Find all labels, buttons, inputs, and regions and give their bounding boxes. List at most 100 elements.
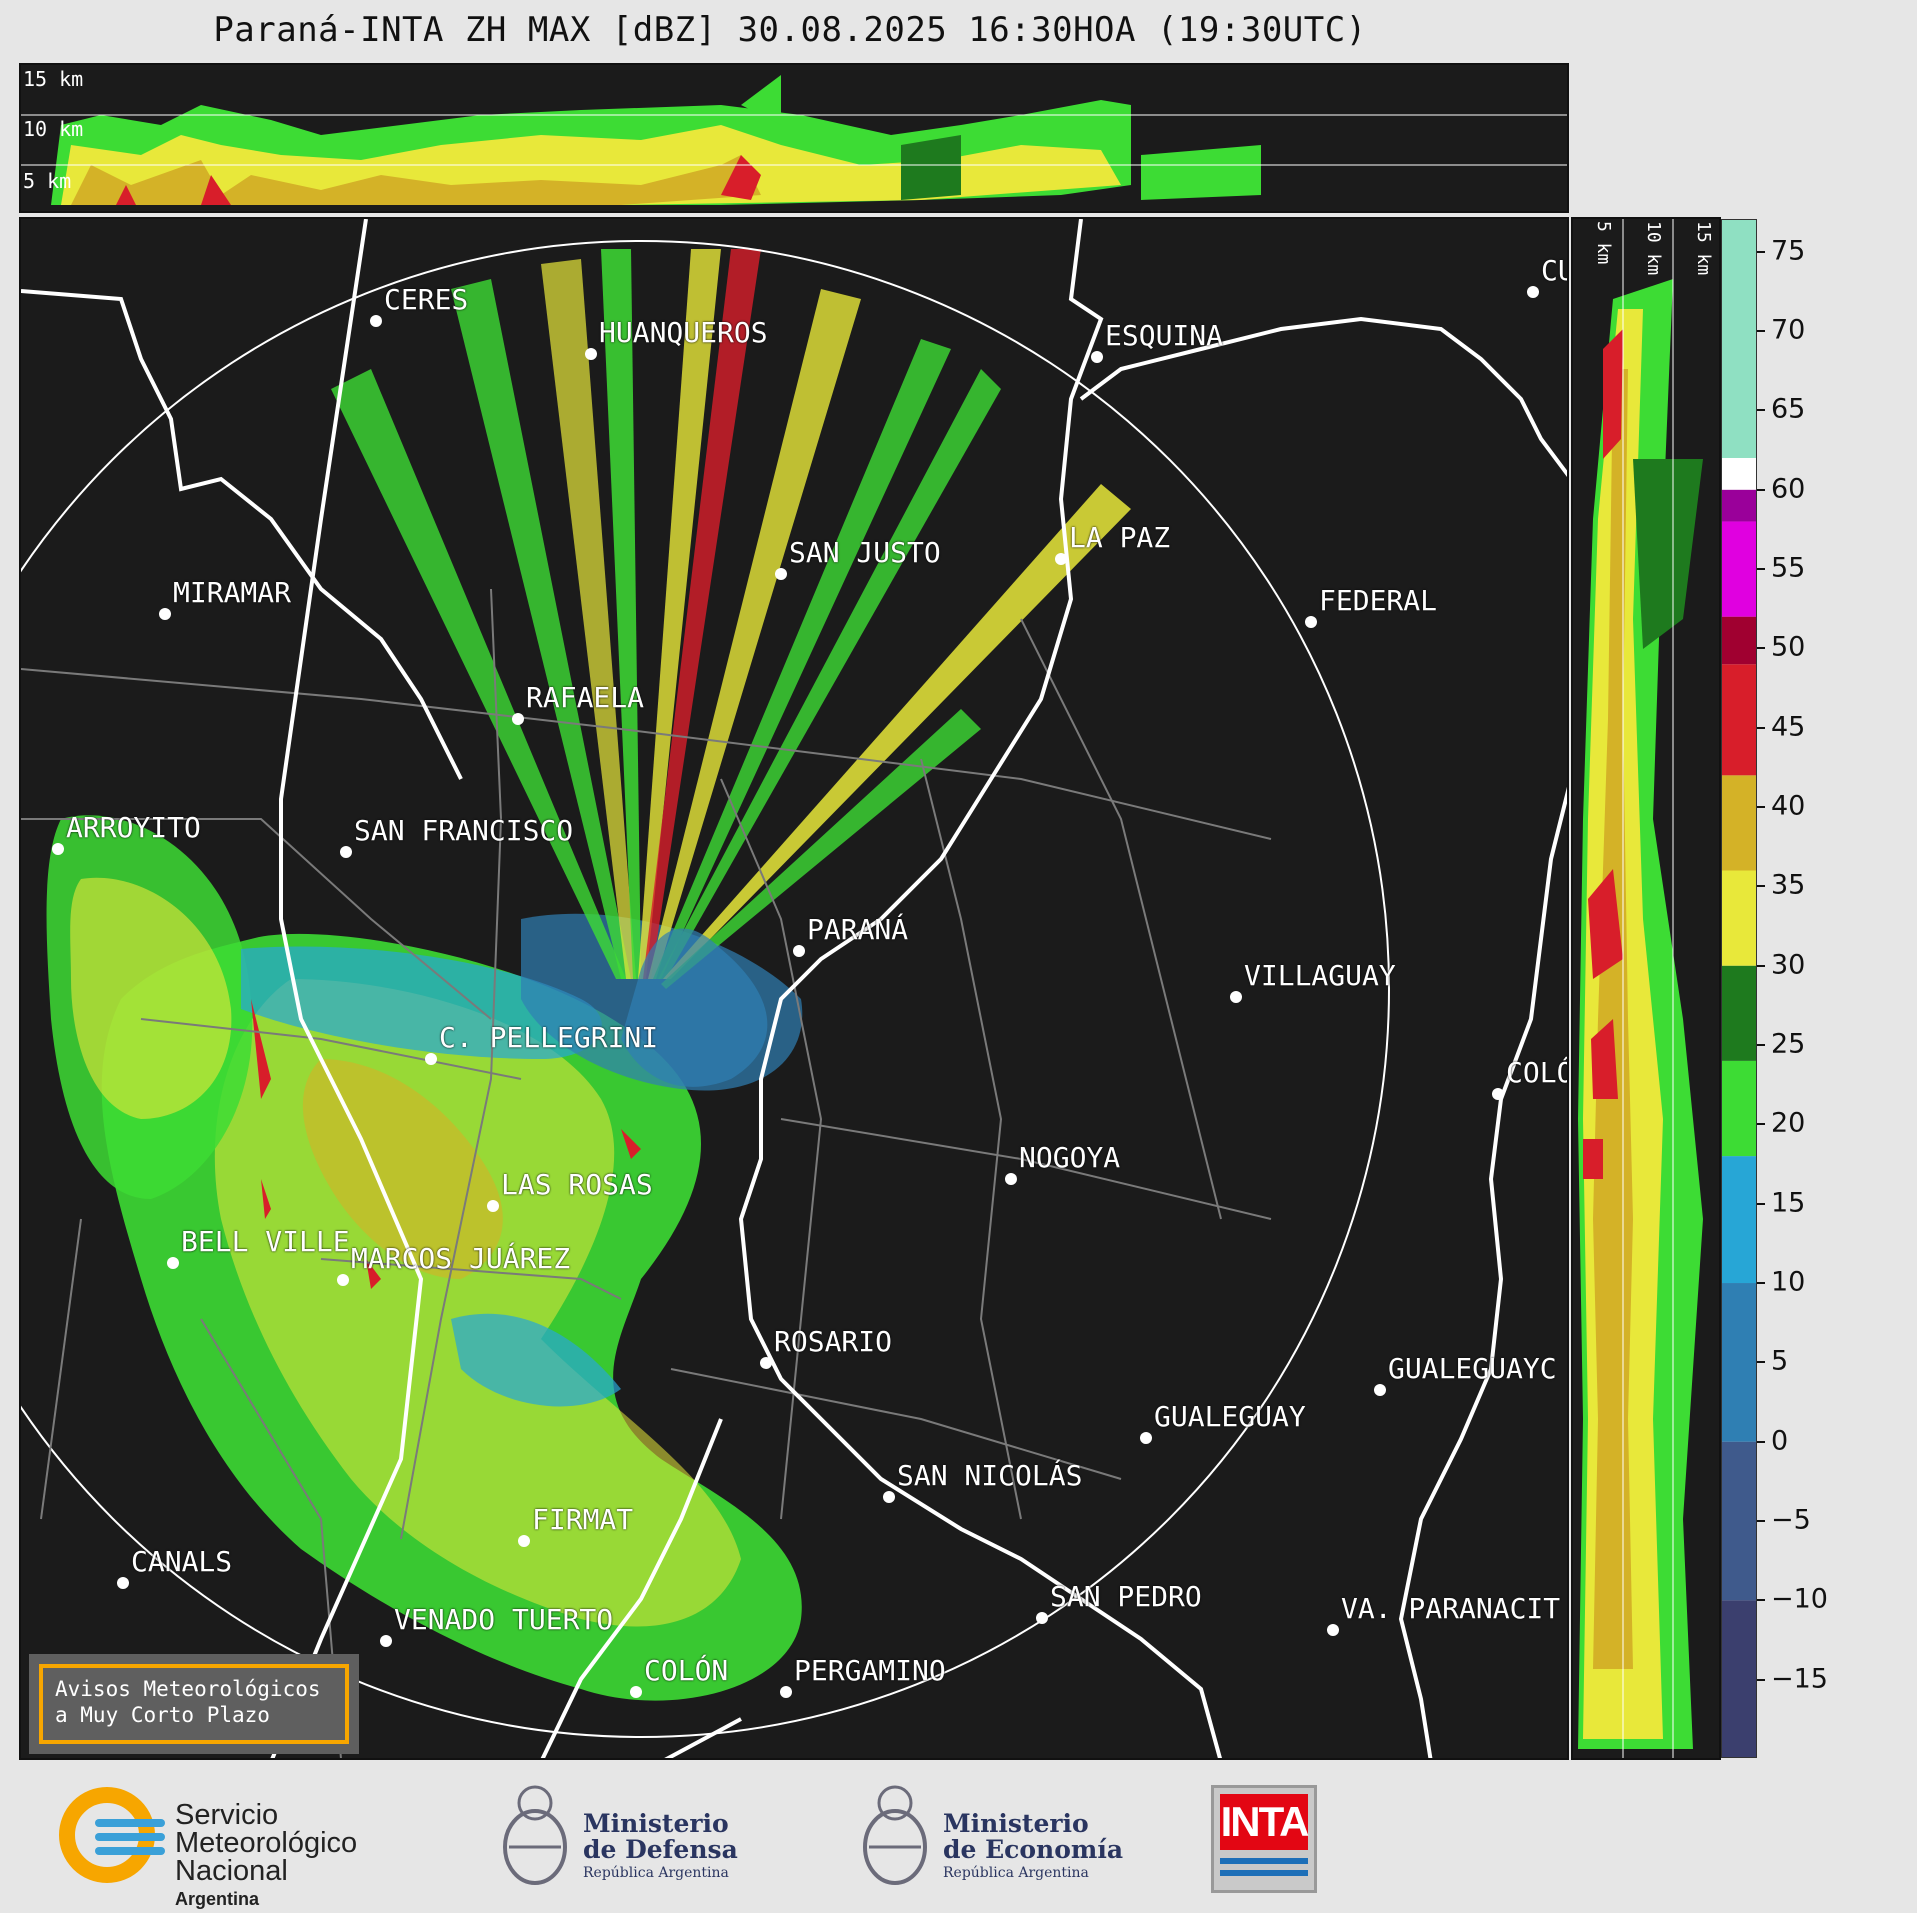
colorbar-band — [1722, 616, 1756, 665]
warning-line-1: Avisos Meteorológicos — [55, 1677, 321, 1701]
city-label: C. PELLEGRINI — [439, 1021, 659, 1054]
inta-stripe — [1220, 1858, 1308, 1864]
city-dot-icon — [512, 713, 524, 725]
city-label: SAN NICOLÁS — [897, 1459, 1083, 1492]
side-height-label-15km: 15 km — [1693, 221, 1714, 276]
inta-label: INTA — [1220, 1794, 1309, 1850]
city-label: COLÓ — [1506, 1056, 1569, 1089]
city-dot-icon — [1327, 1624, 1339, 1636]
colorbar-tick-label: 20 — [1771, 1107, 1806, 1139]
precipitation-echoes — [46, 249, 1131, 1701]
colorbar-tick-label: 35 — [1771, 869, 1806, 901]
city-dot-icon — [883, 1491, 895, 1503]
economia-logo: Ministerio de Economía República Argenti… — [855, 1775, 1135, 1895]
city-label: VILLAGUAY — [1244, 959, 1396, 992]
city-label: GUALEGUAY — [1154, 1400, 1306, 1433]
city-dot-icon — [340, 846, 352, 858]
logos-strip: Servicio Meteorológico Nacional Argentin… — [0, 1765, 1917, 1909]
radar-map-graphics — [21, 219, 1567, 1758]
city-label: FIRMAT — [532, 1503, 634, 1536]
colorbar-tick-label: 15 — [1771, 1187, 1806, 1219]
warning-box[interactable]: Avisos Meteorológicos a Muy Corto Plazo — [29, 1654, 359, 1754]
colorbar-band — [1722, 489, 1756, 522]
top-cross-section-panel: 15 km 10 km 5 km — [19, 63, 1569, 213]
colorbar-tick-label: 5 — [1771, 1345, 1789, 1377]
city-label: SAN FRANCISCO — [354, 814, 574, 847]
city-label: CERES — [384, 283, 469, 316]
city-dot-icon — [780, 1686, 792, 1698]
city-label: LAS ROSAS — [501, 1168, 653, 1201]
colorbar-band — [1722, 1441, 1756, 1601]
city-dot-icon — [167, 1257, 179, 1269]
city-dot-icon — [1374, 1384, 1386, 1396]
colorbar-band — [1722, 1060, 1756, 1157]
radar-map-panel: CERES HUANQUEROS ESQUINA CU LA PAZ SAN JUSTO M… — [19, 217, 1569, 1760]
colorbar-ticks: 75 70 65 60 55 50 45 40 35 30 25 20 15 10 5 0 −5 −10 −15 — [1757, 219, 1907, 1758]
city-label: CU — [1541, 254, 1567, 287]
city-label: SAN JUSTO — [789, 536, 941, 569]
city-dot-icon — [1305, 616, 1317, 628]
city-dot-icon — [1492, 1088, 1504, 1100]
city-label: PARANÁ — [807, 913, 909, 946]
colorbar-tick-label: 55 — [1771, 552, 1806, 584]
city-dot-icon — [1036, 1612, 1048, 1624]
city-dot-icon — [775, 568, 787, 580]
height-label-5km: 5 km — [23, 169, 72, 193]
chart-title: Paraná-INTA ZH MAX [dBZ] 30.08.2025 16:3… — [213, 10, 1367, 50]
colorbar-tick-label: 40 — [1771, 790, 1806, 822]
city-dot-icon — [159, 608, 171, 620]
colorbar-tick-label: 0 — [1771, 1425, 1789, 1457]
city-label: SAN PEDRO — [1050, 1580, 1202, 1613]
city-label: BELL VILLE — [181, 1225, 350, 1258]
city-dot-icon — [1091, 351, 1103, 363]
colorbar-tick-label: −15 — [1771, 1663, 1828, 1695]
smn-line-4: Argentina — [175, 1889, 260, 1909]
defensa-logo: Ministerio de Defensa República Argentin… — [495, 1775, 755, 1895]
city-dot-icon — [1005, 1173, 1017, 1185]
range-ring — [21, 240, 1390, 1738]
smn-line-2: Meteorológico — [175, 1827, 358, 1859]
city-label: VA. PARANACIT — [1341, 1592, 1561, 1625]
city-label: MIRAMAR — [173, 576, 292, 609]
city-dot-icon — [585, 348, 597, 360]
city-dot-icon — [1140, 1432, 1152, 1444]
city-label: ARROYITO — [66, 811, 201, 844]
economia-line-3: República Argentina — [943, 1865, 1089, 1881]
city-label: MARCOS JUÁREZ — [351, 1242, 571, 1275]
colorbar-tick-label: −5 — [1771, 1504, 1811, 1536]
city-dot-icon — [52, 843, 64, 855]
city-label: ESQUINA — [1105, 319, 1224, 352]
defensa-line-3: República Argentina — [583, 1865, 729, 1881]
city-label: ROSARIO — [774, 1325, 893, 1358]
department-boundaries — [21, 588, 1272, 1758]
defensa-line-1: Ministerio — [583, 1809, 729, 1838]
colorbar-band — [1722, 1283, 1756, 1442]
colorbar-tick-label: 10 — [1771, 1266, 1806, 1298]
city-dot-icon — [1230, 991, 1242, 1003]
colorbar-tick-label: 30 — [1771, 949, 1806, 981]
city-dot-icon — [425, 1053, 437, 1065]
city-dot-icon — [370, 315, 382, 327]
coat-of-arms-icon — [503, 1785, 567, 1885]
colorbar-tick-label: −10 — [1771, 1583, 1828, 1615]
city-label: HUANQUEROS — [599, 316, 768, 349]
top-cross-section-echoes — [21, 75, 1567, 205]
city-dot-icon — [760, 1357, 772, 1369]
side-cross-section-echoes — [1578, 219, 1703, 1758]
city-label: FEDERAL — [1319, 584, 1438, 617]
colorbar-tick-label: 50 — [1771, 631, 1806, 663]
dbz-colorbar — [1721, 219, 1757, 1758]
colorbar-band — [1722, 965, 1756, 1061]
city-dot-icon — [1527, 286, 1539, 298]
city-label: VENADO TUERTO — [394, 1603, 614, 1636]
defensa-line-2: de Defensa — [583, 1835, 738, 1864]
colorbar-tick-label: 60 — [1771, 473, 1806, 505]
side-height-label-10km: 10 km — [1643, 221, 1664, 276]
colorbar-tick-label: 65 — [1771, 393, 1806, 425]
height-label-10km: 10 km — [23, 117, 84, 141]
coat-of-arms-icon — [863, 1785, 927, 1885]
colorbar-band — [1722, 521, 1756, 617]
warning-box-frame: Avisos Meteorológicos a Muy Corto Plazo — [39, 1664, 349, 1744]
colorbar-band — [1722, 220, 1756, 458]
smn-line-1: Servicio — [175, 1799, 279, 1831]
